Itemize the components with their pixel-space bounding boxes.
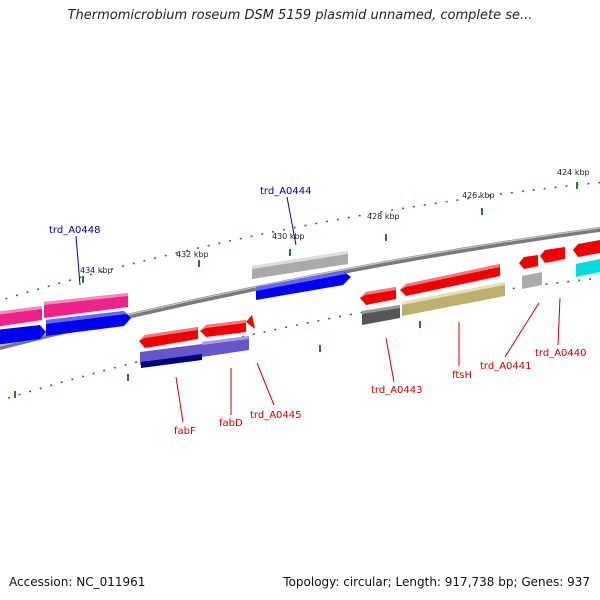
gene-label-trd_A0441: trd_A0441 — [480, 361, 532, 372]
major-ticks — [14, 182, 578, 398]
cds-cyan-1[interactable] — [576, 259, 600, 277]
scale-label-430: 430 kbp — [272, 232, 305, 241]
leader-trd_A0448 — [75, 235, 81, 286]
cds-navy-1[interactable] — [141, 354, 202, 368]
leader-trd_A0445 — [256, 362, 275, 406]
leader-trd_A0443 — [385, 337, 395, 383]
cds-red-fabF[interactable] — [139, 327, 198, 348]
cds-blue-2[interactable] — [46, 311, 131, 336]
map-title: Thermomicrobium roseum DSM 5159 plasmid … — [67, 8, 533, 23]
cds-red-A0441[interactable] — [519, 255, 538, 269]
leader-trd_A0444 — [286, 196, 297, 246]
gene-label-trd_A0445: trd_A0445 — [250, 410, 302, 421]
gene-label-trd_A0448: trd_A0448 — [49, 225, 101, 236]
gene-label-ftsH: ftsH — [452, 370, 472, 381]
gene-label-fabF: fabF — [174, 426, 196, 437]
gene-label-fabD: fabD — [219, 418, 243, 429]
gene-label-trd_A0443: trd_A0443 — [371, 385, 423, 396]
cds-grey-1[interactable] — [252, 251, 348, 279]
gene-label-trd_A0440: trd_A0440 — [535, 348, 587, 359]
cds-red-A0440[interactable] — [540, 247, 565, 263]
genome-summary-text: Topology: circular; Length: 917,738 bp; … — [283, 575, 590, 589]
leader-trd_A0441 — [504, 302, 540, 358]
scale-label-426: 426 kbp — [462, 191, 495, 200]
cds-blue-3[interactable] — [256, 271, 351, 300]
inner-ruler — [7, 277, 600, 399]
cds-purple-1[interactable] — [140, 344, 202, 365]
cds-blue-1[interactable] — [0, 325, 46, 345]
scale-label-424: 424 kbp — [557, 168, 590, 177]
scale-label-434: 434 kbp — [80, 266, 113, 275]
cds-red-small[interactable] — [246, 315, 255, 329]
cds-pink-2[interactable] — [44, 293, 128, 318]
accession-text: Accession: NC_011961 — [9, 575, 146, 589]
scale-label-432: 432 kbp — [176, 250, 209, 259]
scale-label-428: 428 kbp — [367, 212, 400, 221]
cds-olive-1[interactable] — [402, 282, 505, 316]
cds-red-edge[interactable] — [573, 240, 600, 257]
leader-fabF — [175, 376, 184, 423]
cds-grey-2[interactable] — [522, 272, 542, 289]
leader-trd_A0440 — [557, 297, 561, 346]
gene-label-trd_A0444: trd_A0444 — [260, 186, 312, 197]
